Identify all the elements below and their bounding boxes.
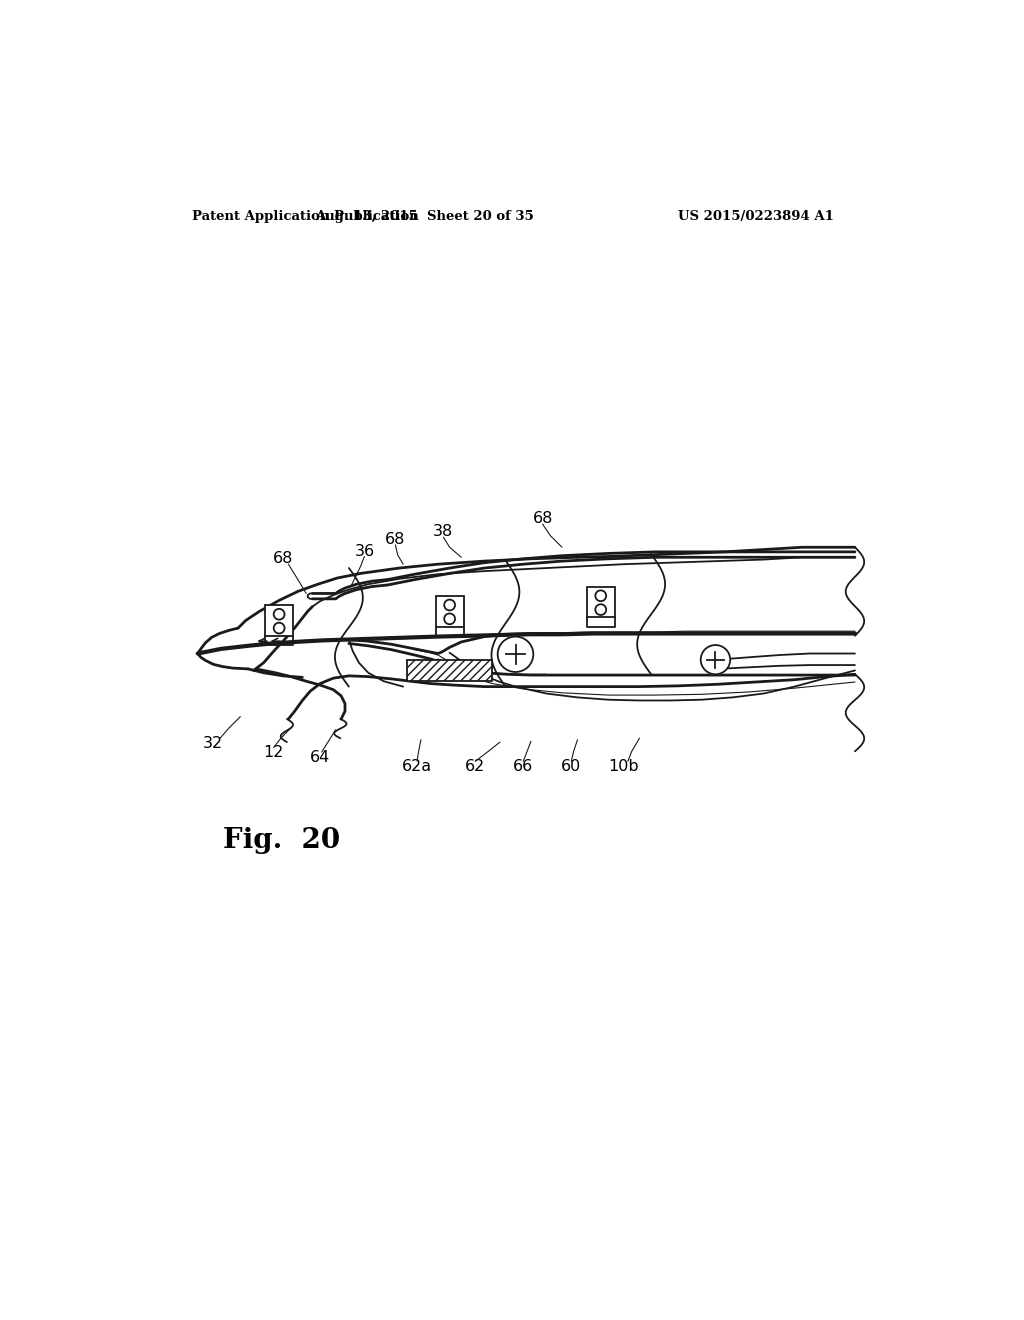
Circle shape xyxy=(595,605,606,615)
Circle shape xyxy=(498,636,534,672)
Text: US 2015/0223894 A1: US 2015/0223894 A1 xyxy=(678,210,835,223)
Text: 68: 68 xyxy=(532,511,553,527)
Text: 66: 66 xyxy=(513,759,534,775)
Text: 68: 68 xyxy=(385,532,406,546)
Text: 12: 12 xyxy=(263,746,284,760)
Polygon shape xyxy=(265,605,293,636)
Text: 64: 64 xyxy=(310,750,331,766)
Circle shape xyxy=(595,590,606,601)
Text: 38: 38 xyxy=(433,524,454,540)
Text: 62a: 62a xyxy=(402,759,432,775)
Text: 36: 36 xyxy=(354,544,375,558)
Bar xyxy=(407,660,493,681)
Circle shape xyxy=(273,623,285,634)
Polygon shape xyxy=(587,586,614,618)
Text: 10b: 10b xyxy=(608,759,639,775)
Text: 32: 32 xyxy=(203,737,223,751)
Text: 68: 68 xyxy=(272,552,293,566)
Circle shape xyxy=(444,614,455,624)
Text: 60: 60 xyxy=(561,759,582,775)
Text: Aug. 13, 2015  Sheet 20 of 35: Aug. 13, 2015 Sheet 20 of 35 xyxy=(314,210,534,223)
Text: 62: 62 xyxy=(465,759,485,775)
Polygon shape xyxy=(435,595,464,627)
Circle shape xyxy=(700,645,730,675)
Circle shape xyxy=(273,609,285,619)
Text: Patent Application Publication: Patent Application Publication xyxy=(191,210,418,223)
Text: Fig.  20: Fig. 20 xyxy=(223,826,340,854)
Circle shape xyxy=(444,599,455,610)
